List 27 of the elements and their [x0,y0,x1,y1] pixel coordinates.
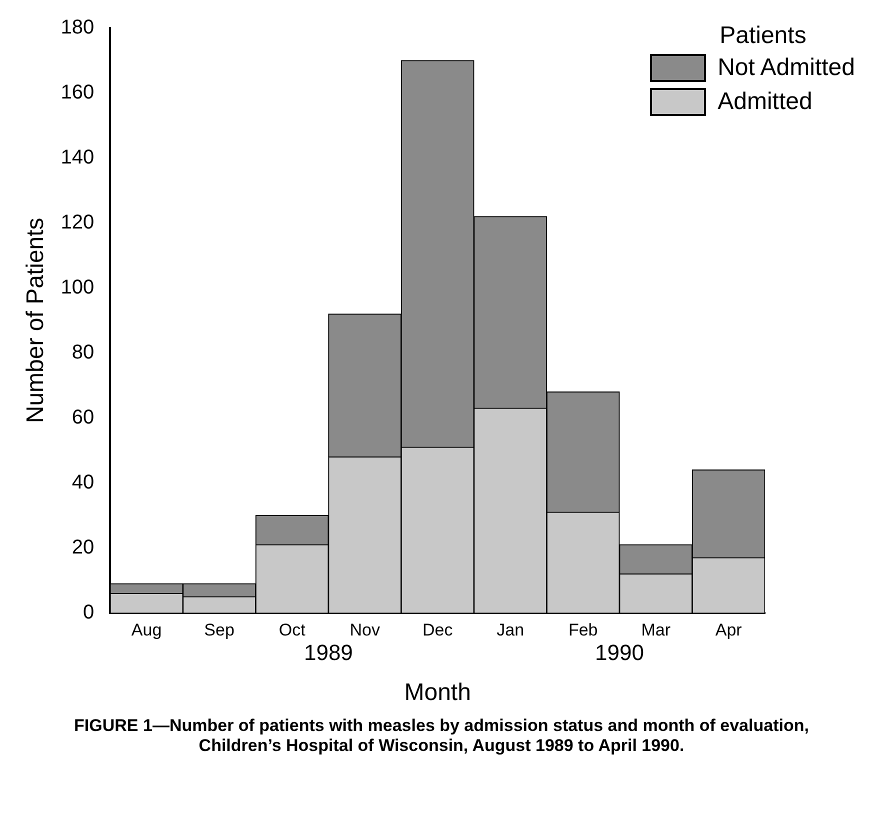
y-tick-label: 160 [60,81,94,104]
y-tick-label: 180 [60,16,94,39]
y-tick-label: 40 [72,471,94,494]
legend-label: Not Admitted [718,54,855,82]
y-tick-label: 120 [60,211,94,234]
x-axis-title: Month [404,679,471,706]
x-tick-label: Jan [496,620,524,640]
y-tick-label: 20 [72,536,94,558]
y-tick-label: 140 [60,146,94,168]
text: 1990 [595,640,644,665]
x-tick-label: Aug [131,620,162,640]
y-tick-label: 0 [83,601,94,624]
y-tick-label: 60 [72,406,94,428]
y-tick-label: 100 [60,276,94,298]
x-tick-label: Nov [350,620,380,640]
caption: FIGURE 1—Number of patients with measles by admission status and month of evaluation, Children’s Hospital of Wisconsin, August 1989 to April 1990. [73,715,810,757]
x-tick-label: Apr [715,620,742,640]
legend-label: Admitted [718,88,812,116]
y-tick-label: 80 [72,341,94,364]
x-tick-label: Mar [641,620,671,640]
y-axis-title: Number of Patients [22,218,50,424]
text: 1989 [304,640,353,665]
legend-title: Patients [720,22,808,50]
x-tick-label: Sep [204,620,234,640]
x-tick-label: Dec [422,620,454,640]
x-tick-label: Feb [568,620,598,640]
x-tick-label: Oct [278,620,306,640]
